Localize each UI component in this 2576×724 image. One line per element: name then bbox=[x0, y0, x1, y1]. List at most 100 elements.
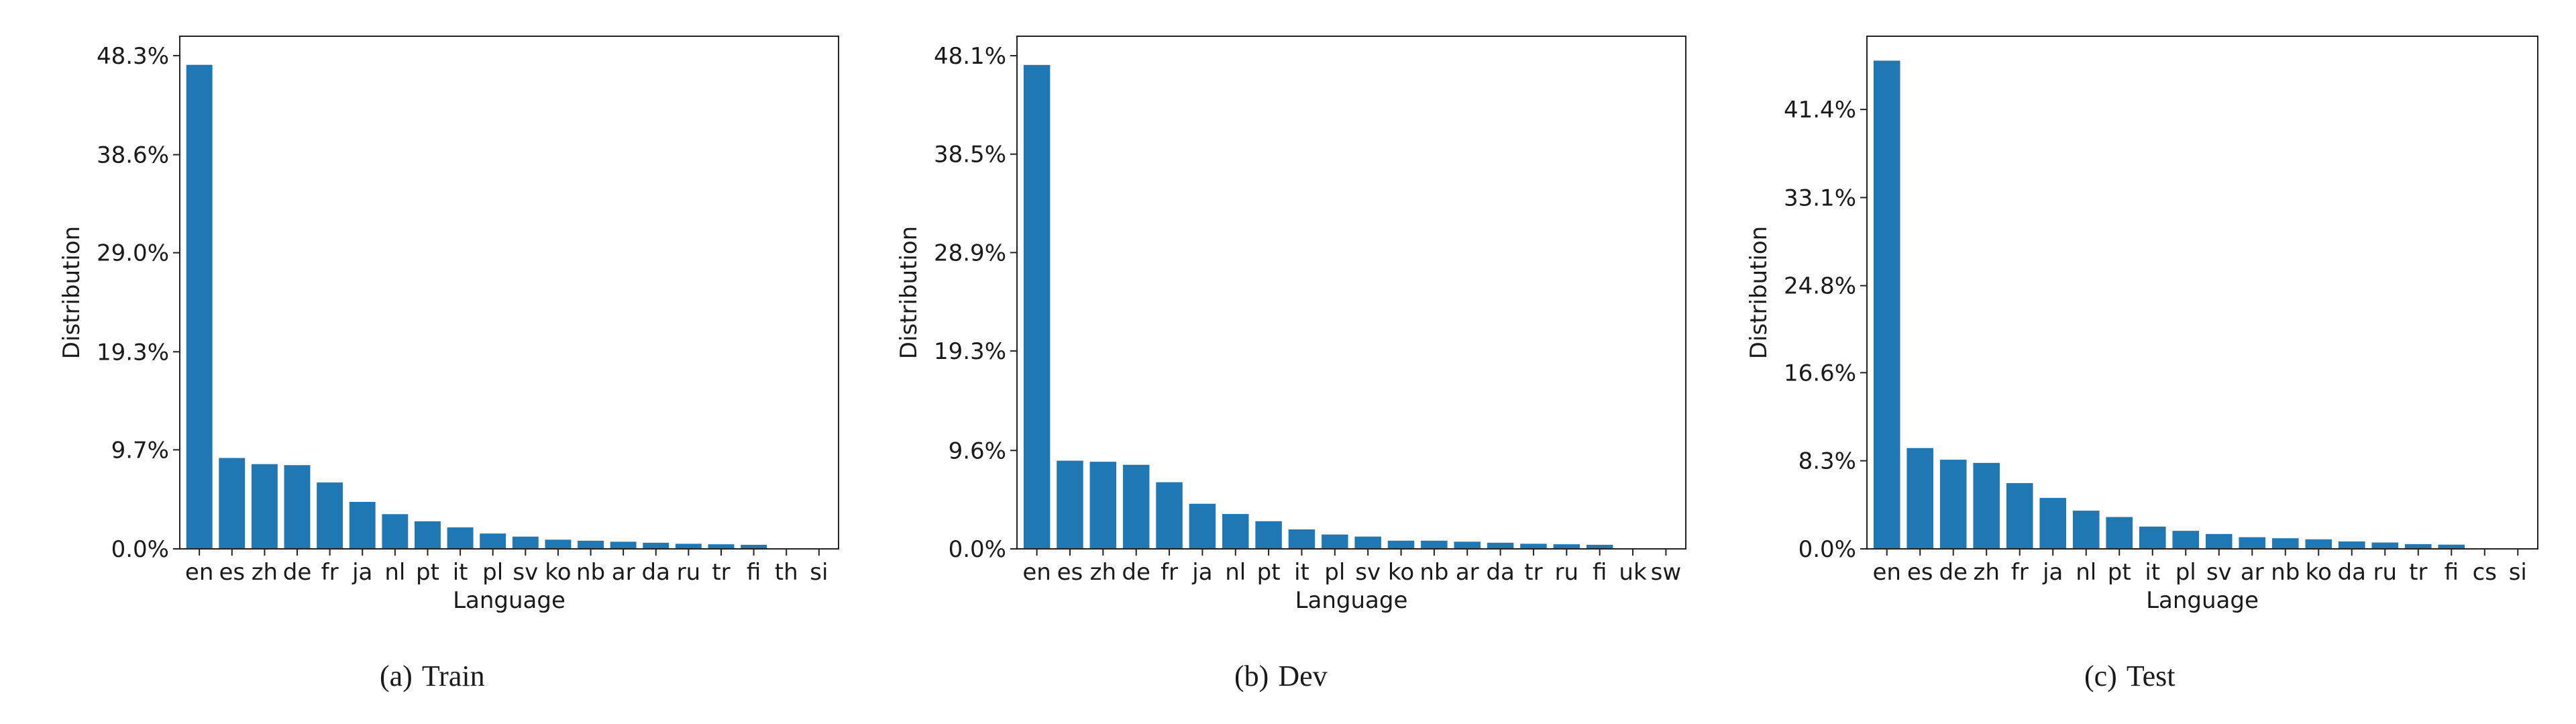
bar-de bbox=[1939, 460, 1967, 549]
bar-ko bbox=[2305, 539, 2332, 549]
caption-name: Train bbox=[422, 660, 485, 692]
x-tick-label: en bbox=[1872, 559, 1900, 586]
x-tick-label: ar bbox=[612, 559, 635, 586]
bar-ar bbox=[2239, 537, 2266, 549]
bar-tr bbox=[2404, 544, 2432, 549]
caption-tag: (a) bbox=[380, 660, 413, 692]
x-tick-label: pl bbox=[2176, 559, 2196, 586]
x-tick-label: ko bbox=[2306, 559, 2332, 586]
bar-sv bbox=[1354, 536, 1381, 549]
x-axis-label: Language bbox=[2146, 587, 2259, 614]
x-tick-label: de bbox=[1122, 559, 1150, 586]
bar-fr bbox=[317, 482, 343, 549]
bar-de bbox=[284, 465, 311, 549]
caption-name: Test bbox=[2127, 660, 2176, 692]
y-tick-label: 33.1% bbox=[1784, 185, 1856, 211]
x-tick-label: zh bbox=[1090, 559, 1116, 586]
caption-name: Dev bbox=[1278, 660, 1327, 692]
x-tick-label: tr bbox=[712, 559, 730, 586]
bar-es bbox=[1057, 460, 1083, 549]
x-tick-label: sv bbox=[2206, 559, 2232, 586]
y-tick-label: 41.4% bbox=[1784, 97, 1856, 123]
bar-en bbox=[1023, 64, 1051, 549]
y-tick-label: 9.6% bbox=[949, 437, 1006, 464]
bar-da bbox=[643, 542, 669, 549]
bar-nl bbox=[382, 514, 409, 549]
x-tick-label: da bbox=[1486, 559, 1514, 586]
x-tick-label: sv bbox=[1355, 559, 1381, 586]
bar-fi bbox=[2438, 544, 2465, 549]
y-tick-label: 0.0% bbox=[111, 536, 169, 563]
y-tick-label: 0.0% bbox=[949, 536, 1006, 563]
x-tick-label: fi bbox=[2445, 559, 2459, 586]
caption-test: (c) Test bbox=[2084, 660, 2176, 692]
bar-ja bbox=[349, 501, 376, 549]
x-tick-label: ja bbox=[2042, 559, 2063, 586]
bar-pt bbox=[2106, 517, 2133, 549]
x-tick-label: pt bbox=[2108, 559, 2131, 586]
x-tick-label: pl bbox=[482, 559, 503, 586]
bar-fr bbox=[1156, 482, 1183, 549]
x-axis-label: Language bbox=[1295, 587, 1408, 614]
x-tick-label: fr bbox=[2011, 559, 2029, 586]
x-tick-label: fr bbox=[321, 559, 339, 586]
y-tick-label: 38.5% bbox=[934, 142, 1006, 168]
plot-frame bbox=[1866, 36, 2538, 550]
chart-panel-dev: 0.0% 9.6% 19.3% 28.9% 38.5% 48.1% en es zh de fr ja… bbox=[896, 36, 1686, 614]
y-tick-label: 38.6% bbox=[97, 142, 169, 169]
x-tick-label: tr bbox=[2409, 559, 2427, 586]
x-tick-label: si bbox=[2509, 559, 2527, 586]
bar-tr bbox=[708, 544, 735, 549]
bar-nl bbox=[1222, 514, 1249, 549]
bar-pl bbox=[480, 533, 506, 549]
bar-es bbox=[219, 458, 246, 549]
x-tick-label: ru bbox=[1555, 559, 1579, 586]
bar-nb bbox=[2271, 538, 2299, 549]
bar-es bbox=[1907, 448, 1934, 549]
x-tick-label: en bbox=[185, 559, 213, 586]
bar-ru bbox=[1553, 544, 1580, 549]
bar-fr bbox=[2006, 482, 2033, 549]
bar-sv bbox=[2205, 533, 2233, 549]
x-tick-label: nl bbox=[1225, 559, 1246, 586]
bar-pt bbox=[1255, 521, 1282, 549]
y-tick-label: 19.3% bbox=[934, 338, 1006, 365]
bar-nb bbox=[1421, 540, 1448, 549]
bar-ru bbox=[675, 544, 702, 549]
chart-panel-test: 0.0% 8.3% 16.6% 24.8% 33.1% 41.4% en es de zh fr ja… bbox=[1746, 36, 2538, 614]
x-tick-label: ja bbox=[352, 559, 372, 586]
bar-ar bbox=[1454, 541, 1481, 549]
bar-en bbox=[186, 64, 213, 550]
y-tick-label: 48.3% bbox=[97, 43, 169, 70]
x-tick-label: uk bbox=[1619, 559, 1647, 586]
y-axis-label: Distribution bbox=[58, 226, 85, 359]
x-tick-label: it bbox=[453, 559, 468, 586]
x-tick-label: nb bbox=[1419, 559, 1448, 586]
bar-da bbox=[1487, 542, 1514, 549]
x-tick-label: pl bbox=[1324, 559, 1345, 586]
x-tick-label: en bbox=[1022, 559, 1051, 586]
bar-fi bbox=[1586, 544, 1613, 549]
bar-ja bbox=[2039, 498, 2067, 549]
plot-frame bbox=[1016, 36, 1686, 550]
x-tick-label: fi bbox=[1593, 559, 1607, 586]
y-axis-label: Distribution bbox=[896, 226, 922, 359]
bar-ru bbox=[2371, 542, 2399, 549]
y-tick-label: 48.1% bbox=[934, 43, 1006, 70]
y-tick-label: 8.3% bbox=[1799, 448, 1856, 475]
x-tick-label: th bbox=[775, 559, 798, 586]
y-tick-label: 28.9% bbox=[934, 240, 1006, 266]
x-tick-label: pt bbox=[416, 559, 439, 586]
y-tick-label: 19.3% bbox=[97, 339, 169, 366]
x-tick-label: ja bbox=[1191, 559, 1212, 586]
caption-dev: (b) Dev bbox=[1234, 660, 1328, 692]
bar-it bbox=[447, 527, 474, 549]
x-tick-label: it bbox=[2145, 559, 2160, 586]
x-tick-label: es bbox=[1057, 559, 1083, 586]
x-tick-label: ar bbox=[2241, 559, 2264, 586]
bar-da bbox=[2338, 541, 2365, 549]
y-tick-label: 16.6% bbox=[1784, 360, 1856, 386]
bar-nb bbox=[578, 540, 604, 549]
bar-sv bbox=[512, 536, 539, 549]
